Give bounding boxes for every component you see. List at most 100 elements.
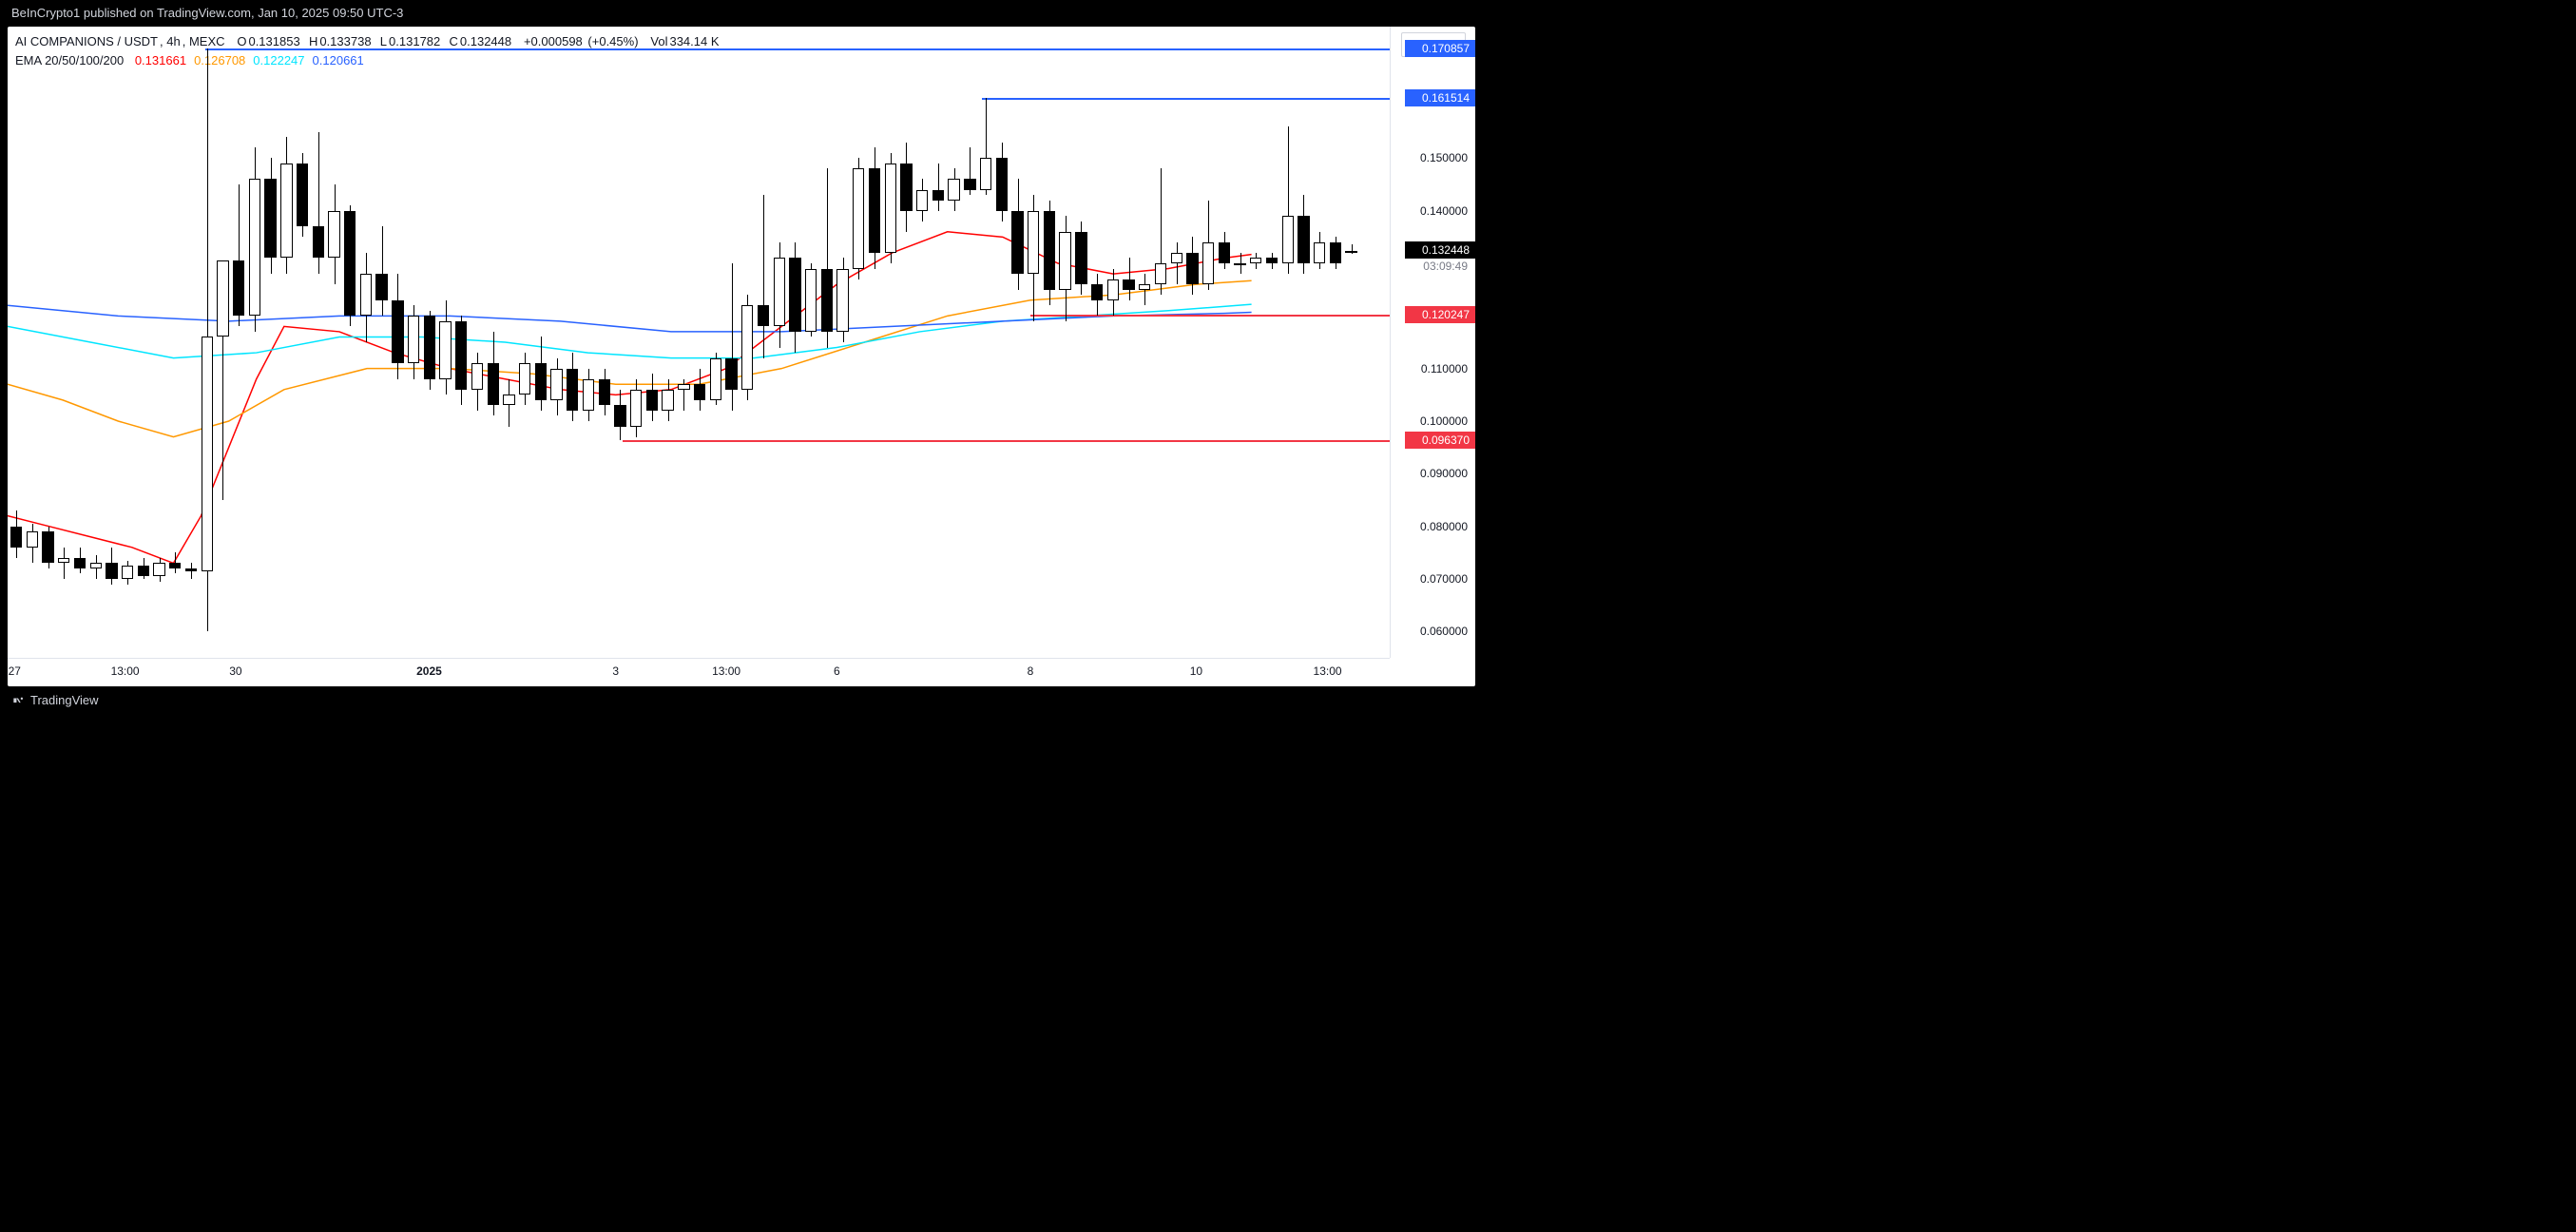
candle-wick <box>382 226 383 316</box>
candle-body <box>280 164 292 259</box>
tradingview-logo-icon <box>11 693 25 706</box>
candle-body <box>662 390 673 411</box>
candle-body <box>153 563 164 576</box>
candle-body <box>375 274 387 300</box>
candle-body <box>1202 242 1214 284</box>
chart-panel[interactable]: AI COMPANIONS / USDT, 4h, MEXC O0.131853… <box>8 27 1475 686</box>
candle-body <box>1345 251 1356 254</box>
price-tick: 0.150000 <box>1420 151 1468 164</box>
candle-body <box>169 563 181 568</box>
price-tick: 0.140000 <box>1420 204 1468 218</box>
chart-plot-area[interactable] <box>8 27 1390 658</box>
candle-body <box>233 260 244 316</box>
price-line-label: 0.096370 <box>1405 432 1475 449</box>
price-axis[interactable]: 0.0600000.0700000.0800000.0900000.100000… <box>1390 27 1475 658</box>
candle-body <box>1044 211 1055 290</box>
candle-body <box>249 179 260 316</box>
price-tick: 0.110000 <box>1421 362 1468 375</box>
candle-body <box>599 379 610 406</box>
candle-body <box>27 531 38 548</box>
candle-body <box>185 568 197 571</box>
candle-body <box>916 190 928 211</box>
candle-body <box>869 168 880 253</box>
candle-body <box>408 316 419 363</box>
candle-body <box>885 164 896 253</box>
candle-body <box>42 531 53 563</box>
candle-body <box>1155 263 1166 284</box>
candle-body <box>710 358 721 400</box>
price-line-label: 0.170857 <box>1405 40 1475 57</box>
time-tick: 8 <box>1028 664 1034 678</box>
candle-wick <box>1177 242 1178 284</box>
candle-body <box>313 226 324 258</box>
horizontal-line[interactable] <box>205 48 1390 50</box>
candle-body <box>646 390 658 411</box>
candle-body <box>805 269 817 332</box>
candle-body <box>1330 242 1341 263</box>
time-tick: 13:00 <box>1314 664 1342 678</box>
candle-body <box>614 405 625 426</box>
candle-body <box>821 269 833 332</box>
candle-body <box>1298 216 1309 263</box>
candle-body <box>519 363 530 395</box>
time-tick: 27 <box>9 664 21 678</box>
candle-body <box>1314 242 1325 263</box>
candle-body <box>1107 279 1119 300</box>
candle-wick <box>938 164 939 211</box>
publish-text: BeInCrypto1 published on TradingView.com… <box>11 6 403 20</box>
candle-body <box>1186 253 1198 284</box>
horizontal-line[interactable] <box>1030 315 1390 317</box>
ema-lines-svg <box>8 27 1390 658</box>
candle-body <box>1139 284 1150 290</box>
candle-body <box>1250 258 1261 263</box>
candle-body <box>471 363 483 390</box>
candle-body <box>503 395 514 405</box>
candle-body <box>550 369 562 400</box>
candle-wick <box>1144 274 1145 305</box>
candle-body <box>932 190 944 201</box>
candle-body <box>10 527 22 548</box>
time-axis[interactable]: 2713:00302025313:00681013:00 <box>8 658 1390 686</box>
candle-body <box>74 558 86 568</box>
candle-body <box>567 369 578 411</box>
price-tick: 0.090000 <box>1420 467 1468 480</box>
footer-text: TradingView <box>30 693 99 707</box>
candle-body <box>1234 263 1245 265</box>
candle-body <box>392 300 403 363</box>
horizontal-line[interactable] <box>982 98 1390 100</box>
candle-body <box>217 260 228 337</box>
candle-body <box>774 258 785 326</box>
candle-wick <box>763 195 764 358</box>
candle-body <box>789 258 800 331</box>
candle-body <box>694 384 705 400</box>
candle-body <box>758 305 769 326</box>
candle-body <box>678 384 689 390</box>
horizontal-line[interactable] <box>623 440 1390 442</box>
candle-body <box>455 321 467 390</box>
candle-body <box>1282 216 1294 263</box>
candle-body <box>439 321 451 379</box>
candle-body <box>853 168 864 268</box>
price-tick: 0.070000 <box>1420 572 1468 586</box>
candle-body <box>630 390 642 427</box>
candle-body <box>264 179 276 258</box>
candle-body <box>122 566 133 579</box>
current-price-label: 0.132448 <box>1405 241 1475 259</box>
candle-body <box>344 211 356 317</box>
price-tick: 0.080000 <box>1420 520 1468 533</box>
countdown-label: 03:09:49 <box>1423 260 1468 273</box>
time-tick: 3 <box>612 664 619 678</box>
candle-body <box>1028 211 1039 274</box>
candle-body <box>1266 258 1278 263</box>
price-tick: 0.100000 <box>1420 414 1468 428</box>
time-tick: 6 <box>834 664 840 678</box>
candle-body <box>424 316 435 378</box>
candle-body <box>1123 279 1134 290</box>
candle-body <box>836 269 848 332</box>
candle-body <box>106 563 117 579</box>
time-tick: 2025 <box>416 664 442 678</box>
candle-body <box>328 211 339 259</box>
candle-body <box>980 158 991 189</box>
candle-wick <box>64 548 65 579</box>
time-tick: 10 <box>1190 664 1202 678</box>
